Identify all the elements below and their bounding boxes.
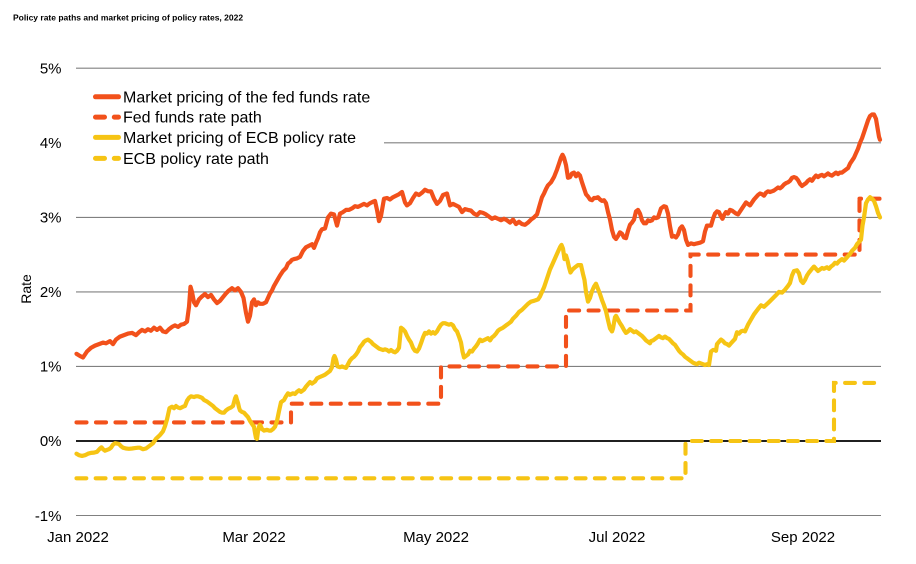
svg-text:Rate: Rate: [18, 274, 34, 304]
svg-text:Mar 2022: Mar 2022: [222, 529, 285, 546]
svg-text:ECB policy rate path: ECB policy rate path: [123, 151, 269, 168]
svg-text:May 2022: May 2022: [403, 529, 469, 546]
svg-text:Jan 2022: Jan 2022: [47, 529, 109, 546]
svg-text:Market pricing of ECB policy r: Market pricing of ECB policy rate: [123, 130, 356, 147]
svg-text:2%: 2%: [40, 284, 62, 301]
svg-text:5%: 5%: [40, 61, 62, 78]
svg-text:-1%: -1%: [35, 508, 62, 525]
svg-text:Jul 2022: Jul 2022: [589, 529, 646, 546]
svg-text:Policy rate paths and market p: Policy rate paths and market pricing of …: [13, 13, 243, 23]
svg-text:4%: 4%: [40, 135, 62, 152]
svg-text:3%: 3%: [40, 210, 62, 227]
svg-text:Fed funds rate path: Fed funds rate path: [123, 110, 262, 127]
svg-text:Market pricing of the fed fund: Market pricing of the fed funds rate: [123, 89, 370, 106]
svg-text:Sep 2022: Sep 2022: [771, 529, 835, 546]
svg-text:0%: 0%: [40, 433, 62, 450]
svg-text:1%: 1%: [40, 359, 62, 376]
